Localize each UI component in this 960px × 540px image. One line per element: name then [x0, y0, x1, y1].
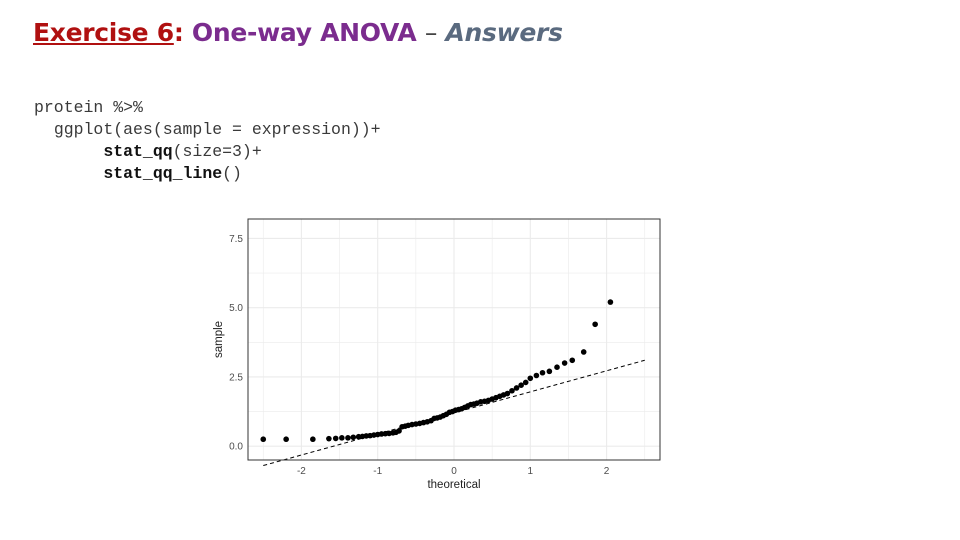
- code-line-4-indent: [34, 164, 103, 183]
- code-line-2: ggplot(aes(sample = expression))+: [34, 119, 381, 141]
- x-axis-title: theoretical: [427, 479, 480, 491]
- data-point: [339, 435, 345, 441]
- data-point: [326, 435, 332, 442]
- data-point: [509, 387, 515, 394]
- y-axis-title: sample: [213, 321, 225, 358]
- code-line-3-args: (size=3)+: [172, 142, 262, 161]
- data-point: [527, 375, 534, 382]
- y-tick-label: 0.0: [229, 442, 243, 453]
- x-tick-label: 1: [528, 466, 534, 477]
- data-point: [522, 379, 529, 386]
- panel-border: [247, 218, 661, 461]
- x-tick-label: 0: [451, 466, 457, 477]
- slide-title: Exercise 6: One-way ANOVA – Answers: [33, 18, 563, 47]
- code-line-3-indent: [34, 142, 103, 161]
- data-point: [396, 428, 402, 434]
- y-tick-label: 2.5: [229, 372, 243, 383]
- data-point: [260, 436, 267, 443]
- y-tick-label: 5.0: [229, 303, 243, 314]
- data-point: [533, 372, 540, 379]
- data-point: [554, 364, 560, 371]
- code-line-3: stat_qq(size=3)+: [34, 141, 381, 163]
- points-layer: [260, 299, 614, 443]
- x-tick-label: -2: [297, 466, 306, 477]
- data-point: [580, 349, 587, 355]
- y-tick-labels: 0.0 2.5 5.0 7.5: [229, 234, 243, 453]
- data-point: [504, 390, 511, 397]
- data-point: [310, 436, 316, 443]
- y-tick-label: 7.5: [229, 234, 243, 245]
- title-exercise-label: Exercise 6: [33, 18, 174, 47]
- data-point: [283, 436, 289, 443]
- title-topic: One-way ANOVA: [191, 18, 417, 47]
- qq-plot: -2 -1 0 1 2 0.0 2.5 5.0 7.5 theoretical sample: [213, 218, 661, 491]
- code-line-4: stat_qq_line(): [34, 163, 381, 185]
- data-point: [350, 434, 357, 441]
- grid-layer: [248, 219, 660, 460]
- title-colon: :: [173, 18, 184, 47]
- x-tick-label: 2: [604, 466, 610, 477]
- code-line-3-function: stat_qq: [103, 142, 173, 161]
- data-point: [546, 368, 553, 375]
- x-tick-label: -1: [373, 466, 382, 477]
- code-line-2-indent: [34, 120, 54, 139]
- data-point: [592, 321, 598, 328]
- data-point: [345, 435, 351, 441]
- x-tick-labels: -2 -1 0 1 2: [297, 466, 610, 477]
- code-line-4-args: (): [222, 164, 242, 183]
- title-answers: Answers: [445, 18, 563, 47]
- code-line-2-text: ggplot(aes(sample = expression))+: [53, 120, 381, 139]
- code-line-1: protein %>%: [34, 97, 381, 119]
- data-point: [561, 360, 568, 366]
- data-point: [513, 385, 520, 391]
- data-point: [539, 369, 546, 376]
- code-line-1-text: protein %>%: [34, 98, 143, 117]
- data-point: [518, 382, 524, 389]
- data-point: [569, 357, 576, 364]
- data-point: [332, 435, 339, 442]
- code-line-4-function: stat_qq_line: [103, 164, 223, 183]
- data-point: [607, 299, 614, 305]
- title-dash: –: [424, 18, 438, 47]
- code-block: protein %>% ggplot(aes(sample = expressi…: [34, 97, 381, 185]
